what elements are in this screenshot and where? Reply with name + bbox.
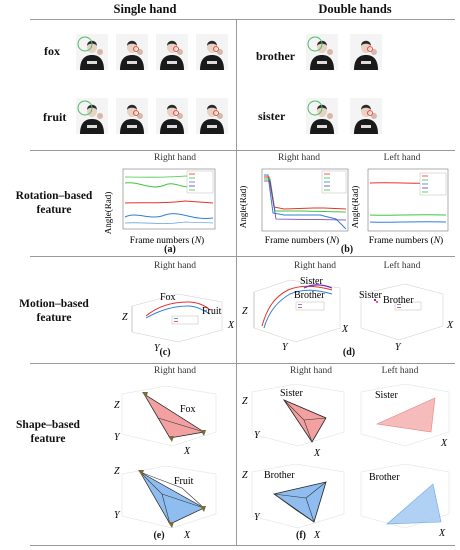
shape-label-brother-right: Brother xyxy=(264,470,295,481)
svg-text:X: X xyxy=(313,530,321,540)
shape-plot-sister-left: Sister X xyxy=(360,383,450,449)
panel-label-a: (a) xyxy=(164,244,176,255)
shape-plot-fox: Fox Z Y X xyxy=(114,385,217,456)
rotation-right-title-1: Right hand xyxy=(278,153,320,163)
shape-label-sister-left: Sister xyxy=(375,390,398,401)
signer-photo xyxy=(196,98,228,134)
shape-plot-sister-right: Sister Z Y X xyxy=(242,383,345,458)
traj-label-brother-right: Brother xyxy=(294,290,325,301)
svg-text:X: X xyxy=(440,438,448,449)
motion-right-title-2: Left hand xyxy=(383,261,421,271)
header-single-hand: Single hand xyxy=(113,2,177,16)
row-divider-3 xyxy=(30,363,455,364)
panel-label-d: (d) xyxy=(342,347,356,358)
word-brother: brother xyxy=(256,49,296,63)
word-sister: sister xyxy=(258,109,286,123)
svg-text:Y: Y xyxy=(254,512,261,523)
svg-text:Z: Z xyxy=(122,312,128,323)
row-divider-2 xyxy=(30,256,455,257)
signer-photo xyxy=(156,98,188,134)
motion-left-title: Right hand xyxy=(154,261,196,271)
top-rule xyxy=(30,19,455,20)
signer-photo xyxy=(116,34,148,70)
svg-text:Z: Z xyxy=(114,466,120,477)
signer-photo xyxy=(350,34,382,70)
panel-label-f: (f) xyxy=(296,530,306,541)
svg-text:Z: Z xyxy=(242,396,248,407)
signer-photo xyxy=(116,98,148,134)
rotation-right-title-2: Left hand xyxy=(383,153,421,163)
svg-text:Z: Z xyxy=(242,470,248,481)
header-double-hands: Double hands xyxy=(318,2,392,16)
rotation-chart-double-left: Angle(Rad) Frame numbers (N) xyxy=(352,168,449,246)
svg-text:Frame numbers (N): Frame numbers (N) xyxy=(369,235,443,246)
shape-plot-brother-left: Brother X xyxy=(360,463,450,539)
shape-left-title: Right hand xyxy=(154,366,196,376)
motion-plot-double-left: Sister Brother X Y xyxy=(359,283,454,353)
svg-text:X: X xyxy=(438,528,446,539)
row-label-rotation: Rotation–based feature xyxy=(15,190,93,216)
traj-label-sister-right: Sister xyxy=(300,276,323,287)
row-label-motion: Motion–based feature xyxy=(19,298,89,324)
y-axis-label: Angle(Rad) xyxy=(105,192,113,235)
shape-plot-brother-right: Brother Z Y X xyxy=(242,463,345,540)
shape-right-title-2: Left hand xyxy=(381,366,419,376)
svg-text:Y: Y xyxy=(114,510,121,521)
signer-photo xyxy=(306,34,338,70)
word-fruit: fruit xyxy=(43,110,67,124)
word-fox: fox xyxy=(44,44,60,58)
rotation-chart-double-right: Angle(Rad) Frame numbers (N) xyxy=(240,168,349,246)
motion-plot-single: Fox Fruit Z Y X xyxy=(122,292,235,352)
svg-text:Y: Y xyxy=(282,342,289,353)
svg-text:X: X xyxy=(446,320,454,331)
row-label-shape: Shape–based feature xyxy=(16,419,80,445)
signer-photo xyxy=(76,34,108,70)
svg-text:Y: Y xyxy=(254,430,261,441)
svg-text:X: X xyxy=(227,320,235,331)
column-divider xyxy=(236,19,237,545)
svg-text:Z: Z xyxy=(114,400,120,411)
panel-label-b: (b) xyxy=(340,244,354,255)
svg-text:Angle(Rad): Angle(Rad) xyxy=(240,186,248,229)
motion-right-title-1: Right hand xyxy=(294,261,336,271)
svg-text:Frame numbers (N): Frame numbers (N) xyxy=(130,235,204,246)
motion-plot-double-right: Sister Brother Z Y X xyxy=(242,276,349,353)
traj-label-fox: Fox xyxy=(160,292,176,303)
svg-text:Angle(Rad): Angle(Rad) xyxy=(352,186,360,229)
traj-label-brother-left: Brother xyxy=(383,295,414,306)
svg-text:X: X xyxy=(341,324,349,335)
row-divider-1 xyxy=(30,150,455,151)
svg-text:X: X xyxy=(183,446,191,456)
svg-text:Y: Y xyxy=(154,343,161,352)
signer-photo xyxy=(196,34,228,70)
svg-text:Y: Y xyxy=(114,432,121,443)
shape-label-fruit: Fruit xyxy=(174,476,194,487)
traj-label-sister-left: Sister xyxy=(359,290,382,301)
signer-photo xyxy=(156,34,188,70)
panel-label-c: (c) xyxy=(159,347,171,358)
shape-right-title-1: Right hand xyxy=(290,366,332,376)
bottom-rule xyxy=(30,545,455,546)
shape-plot-fruit: Fruit Z Y X xyxy=(114,465,217,540)
svg-text:Z: Z xyxy=(242,306,248,317)
shape-label-brother-left: Brother xyxy=(369,472,400,483)
signer-photo xyxy=(350,98,382,134)
svg-text:Y: Y xyxy=(395,342,402,353)
shape-label-fox: Fox xyxy=(180,404,196,415)
shape-label-sister-right: Sister xyxy=(280,388,303,399)
signer-photo xyxy=(306,98,338,134)
panel-label-e: (e) xyxy=(153,530,165,541)
svg-text:X: X xyxy=(313,448,321,458)
traj-label-fruit: Fruit xyxy=(202,306,222,317)
svg-text:Frame numbers (N): Frame numbers (N) xyxy=(265,235,339,246)
rotation-chart-single: Angle(Rad) Frame numbers (N) xyxy=(105,168,216,246)
svg-text:X: X xyxy=(183,530,191,540)
signer-photo xyxy=(76,98,108,134)
rotation-left-title: Right hand xyxy=(154,153,196,163)
